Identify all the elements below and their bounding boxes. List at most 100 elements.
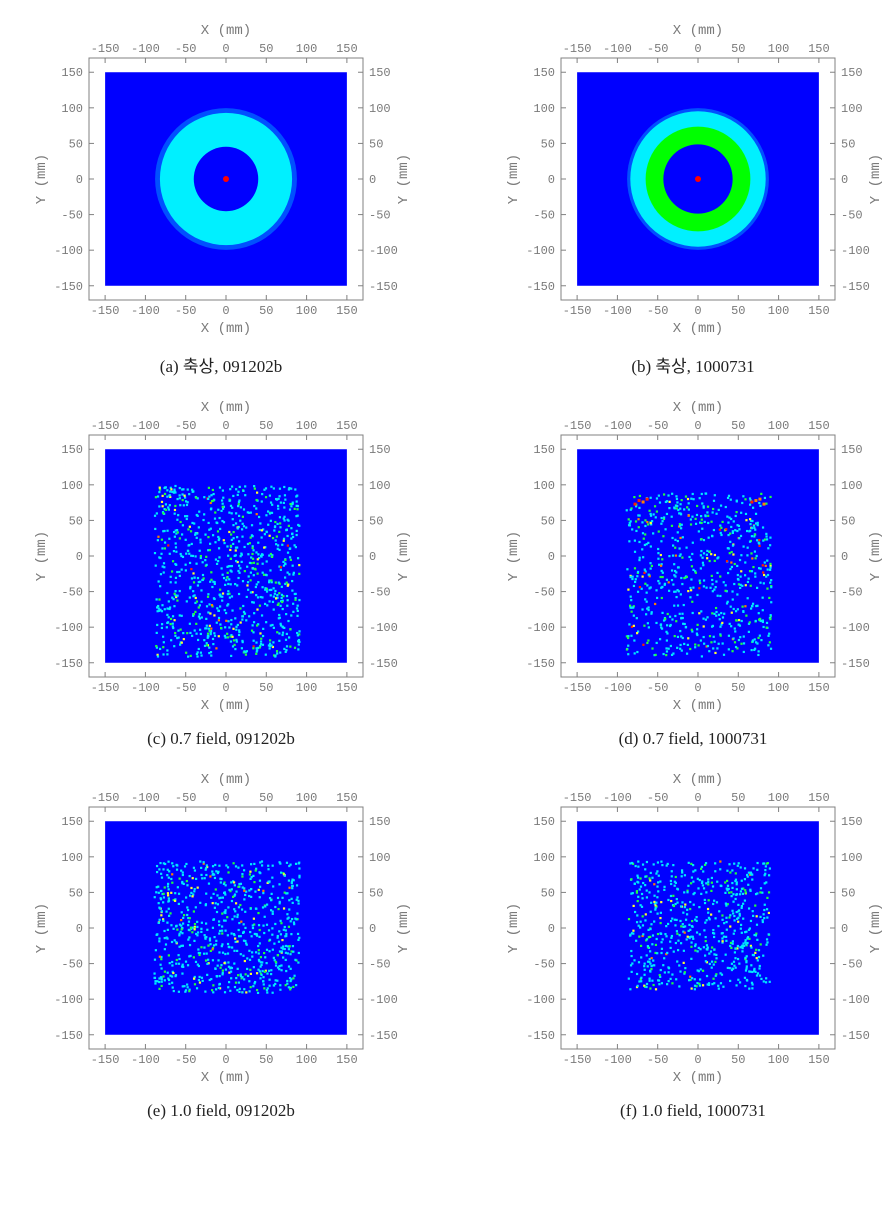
svg-text:-100: -100	[131, 304, 160, 318]
svg-text:-150: -150	[369, 280, 398, 294]
svg-text:100: 100	[768, 304, 790, 318]
svg-text:-100: -100	[841, 993, 870, 1007]
svg-text:X (mm): X (mm)	[201, 698, 251, 714]
svg-text:-150: -150	[91, 42, 120, 56]
svg-text:50: 50	[731, 304, 745, 318]
svg-text:-100: -100	[603, 42, 632, 56]
svg-text:0: 0	[76, 173, 83, 187]
svg-text:50: 50	[731, 681, 745, 695]
svg-text:-150: -150	[563, 681, 592, 695]
svg-text:X (mm): X (mm)	[201, 321, 251, 337]
svg-text:-50: -50	[647, 681, 669, 695]
svg-text:100: 100	[296, 419, 318, 433]
svg-text:Y (mm): Y (mm)	[506, 903, 522, 953]
svg-text:100: 100	[61, 851, 83, 865]
svg-text:-50: -50	[533, 209, 555, 223]
svg-text:Y (mm): Y (mm)	[34, 531, 50, 581]
svg-text:50: 50	[69, 886, 83, 900]
svg-text:100: 100	[296, 42, 318, 56]
svg-text:150: 150	[336, 791, 358, 805]
svg-text:0: 0	[694, 304, 701, 318]
svg-text:-50: -50	[175, 1053, 197, 1067]
svg-text:-100: -100	[369, 621, 398, 635]
plot-b: -150-150-150-150-100-100-100-100-50-50-5…	[503, 10, 883, 350]
figure-grid: -150 -150 -150 -150 -100 -100 -100 -100 -50 -50 -5…	[10, 10, 894, 1121]
svg-text:-50: -50	[175, 791, 197, 805]
svg-text:-50: -50	[647, 304, 669, 318]
svg-text:50: 50	[731, 1053, 745, 1067]
svg-text:X (mm): X (mm)	[201, 772, 251, 788]
svg-text:100: 100	[841, 102, 863, 116]
svg-text:100: 100	[768, 791, 790, 805]
svg-text:50: 50	[841, 137, 855, 151]
svg-text:0: 0	[841, 922, 848, 936]
svg-text:-50: -50	[61, 586, 83, 600]
svg-text:100: 100	[768, 681, 790, 695]
caption-f: (f) 1.0 field, 1000731	[620, 1101, 766, 1121]
svg-text:0: 0	[694, 681, 701, 695]
svg-text:-50: -50	[533, 586, 555, 600]
svg-text:-50: -50	[369, 958, 391, 972]
svg-text:Y (mm): Y (mm)	[506, 154, 522, 204]
svg-text:X (mm): X (mm)	[201, 400, 251, 416]
svg-text:150: 150	[369, 66, 391, 80]
svg-text:50: 50	[369, 137, 383, 151]
svg-text:100: 100	[61, 102, 83, 116]
svg-text:50: 50	[541, 514, 555, 528]
plot-f: -150-150-150-150-100-100-100-100-50-50-5…	[503, 759, 883, 1099]
svg-text:-150: -150	[91, 419, 120, 433]
svg-text:100: 100	[768, 1053, 790, 1067]
svg-text:100: 100	[768, 42, 790, 56]
svg-text:50: 50	[259, 419, 273, 433]
svg-text:Y (mm): Y (mm)	[506, 531, 522, 581]
svg-text:150: 150	[808, 791, 830, 805]
panel-d: -150-150-150-150-100-100-100-100-50-50-5…	[482, 387, 894, 749]
svg-text:-50: -50	[61, 209, 83, 223]
svg-text:0: 0	[222, 791, 229, 805]
svg-text:150: 150	[808, 419, 830, 433]
svg-text:50: 50	[541, 137, 555, 151]
svg-text:-150: -150	[526, 280, 555, 294]
svg-text:150: 150	[336, 42, 358, 56]
caption-b: (b) 축상, 1000731	[631, 352, 754, 377]
svg-text:-100: -100	[131, 791, 160, 805]
svg-text:150: 150	[841, 66, 863, 80]
svg-text:0: 0	[222, 42, 229, 56]
svg-text:50: 50	[259, 681, 273, 695]
svg-text:-150: -150	[526, 657, 555, 671]
svg-text:-100: -100	[526, 244, 555, 258]
svg-text:150: 150	[533, 66, 555, 80]
panel-e: -150-150-150-150-100-100-100-100-50-50-5…	[10, 759, 432, 1121]
svg-text:0: 0	[222, 419, 229, 433]
svg-text:150: 150	[808, 681, 830, 695]
svg-text:Y (mm): Y (mm)	[34, 903, 50, 953]
svg-text:-100: -100	[131, 42, 160, 56]
svg-text:-100: -100	[54, 993, 83, 1007]
svg-text:100: 100	[296, 304, 318, 318]
svg-text:-100: -100	[54, 621, 83, 635]
svg-text:50: 50	[731, 419, 745, 433]
svg-text:-50: -50	[61, 958, 83, 972]
svg-text:-100: -100	[526, 993, 555, 1007]
svg-text:0: 0	[76, 922, 83, 936]
svg-text:-150: -150	[841, 657, 870, 671]
svg-text:Y (mm): Y (mm)	[868, 154, 883, 204]
svg-text:-150: -150	[369, 1029, 398, 1043]
svg-text:-50: -50	[369, 209, 391, 223]
svg-text:-50: -50	[841, 586, 863, 600]
svg-text:-50: -50	[175, 419, 197, 433]
svg-text:-100: -100	[131, 419, 160, 433]
svg-text:-150: -150	[91, 791, 120, 805]
svg-text:0: 0	[548, 550, 555, 564]
caption-a: (a) 축상, 091202b	[160, 352, 282, 377]
svg-text:100: 100	[369, 102, 391, 116]
svg-text:100: 100	[296, 1053, 318, 1067]
svg-text:X (mm): X (mm)	[673, 772, 723, 788]
plot-a: -150-150-150-150-100-100-100-100-50-50-5…	[31, 10, 411, 350]
svg-text:100: 100	[61, 479, 83, 493]
svg-text:Y (mm): Y (mm)	[868, 903, 883, 953]
svg-text:-100: -100	[841, 621, 870, 635]
svg-text:-50: -50	[647, 791, 669, 805]
panel-b: -150-150-150-150-100-100-100-100-50-50-5…	[482, 10, 894, 377]
svg-text:-50: -50	[175, 681, 197, 695]
